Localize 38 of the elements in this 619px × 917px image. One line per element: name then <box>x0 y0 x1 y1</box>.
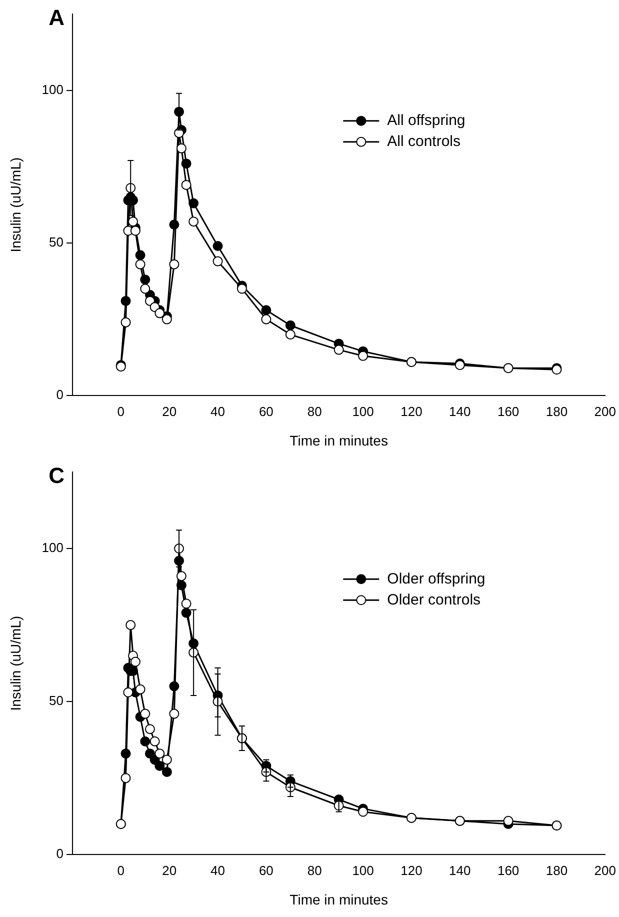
x-tick-label: 200 <box>594 404 616 419</box>
x-axis-title: Time in minutes <box>290 891 388 908</box>
x-tick-label: 140 <box>449 862 471 878</box>
x-tick-label: 80 <box>307 404 322 419</box>
chart-title: C <box>48 463 65 488</box>
y-tick-label: 100 <box>42 540 64 556</box>
y-tick-label: 50 <box>49 693 64 708</box>
x-tick-label: 60 <box>258 404 274 419</box>
legend-label: All controls <box>387 132 461 150</box>
x-tick-label: 140 <box>449 404 471 419</box>
legend-label: Older offspring <box>387 570 486 588</box>
y-tick-label: 50 <box>49 234 64 250</box>
x-tick-label: 180 <box>546 404 568 419</box>
x-tick-label: 80 <box>307 862 322 878</box>
y-tick-label: 0 <box>56 387 64 402</box>
x-tick-label: 160 <box>497 404 520 419</box>
x-tick-label: 180 <box>546 862 568 878</box>
legend-label: All offspring <box>387 112 466 129</box>
x-tick-label: 0 <box>117 404 125 419</box>
x-tick-label: 120 <box>400 404 422 419</box>
y-tick-label: 0 <box>56 846 64 862</box>
x-tick-label: 60 <box>258 862 274 878</box>
y-axis-title: Insulin (uU/mL) <box>7 157 24 252</box>
x-tick-label: 20 <box>162 862 177 878</box>
x-tick-label: 40 <box>210 404 225 419</box>
x-tick-label: 200 <box>594 862 616 878</box>
x-tick-label: 0 <box>117 862 125 878</box>
x-tick-label: 160 <box>497 862 520 878</box>
x-tick-label: 100 <box>352 404 374 419</box>
y-axis-title: Insulin (uU/mL) <box>7 616 24 711</box>
x-tick-label: 100 <box>352 862 374 878</box>
x-axis-title: Time in minutes <box>290 432 388 448</box>
x-tick-label: 40 <box>210 862 225 878</box>
legend-label: Older controls <box>387 591 481 608</box>
x-tick-label: 20 <box>162 404 177 419</box>
y-tick-label: 100 <box>42 82 64 97</box>
chart-title: A <box>48 5 65 30</box>
x-tick-label: 120 <box>400 862 422 878</box>
